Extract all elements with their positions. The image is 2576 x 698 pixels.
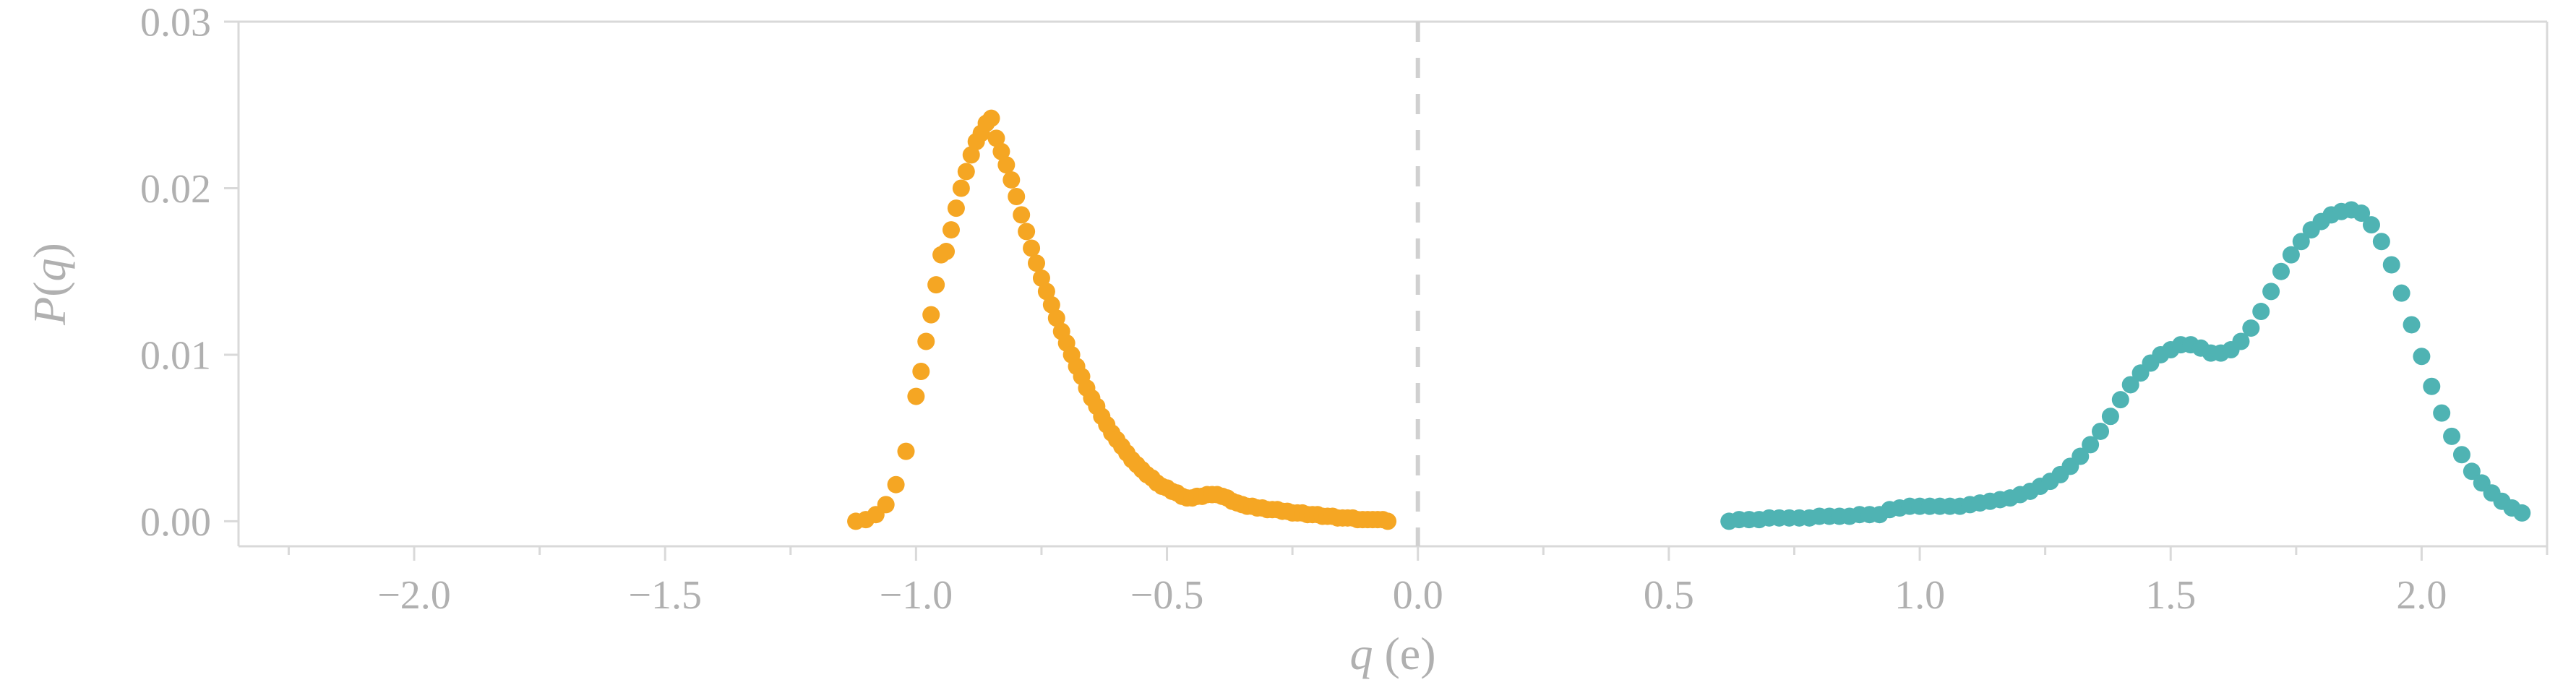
data-point <box>1379 512 1396 530</box>
x-tick-label: 2.0 <box>2396 573 2447 618</box>
x-axis-label: q (e) <box>1349 628 1435 679</box>
data-point <box>948 199 965 217</box>
data-point <box>1008 188 1025 205</box>
data-point <box>2373 233 2390 250</box>
data-point <box>2423 378 2440 395</box>
data-point <box>2413 348 2430 365</box>
data-point <box>1028 254 1045 272</box>
data-point <box>2433 405 2450 422</box>
data-point <box>2453 446 2470 463</box>
y-tick-label: 0.00 <box>140 500 211 545</box>
data-point <box>937 243 955 260</box>
y-tick-label: 0.01 <box>140 334 211 379</box>
data-point <box>2272 263 2290 280</box>
y-tick-label: 0.03 <box>140 1 211 46</box>
data-point <box>2403 316 2421 333</box>
series-orange <box>847 110 1396 530</box>
data-point <box>1003 171 1020 189</box>
data-point <box>927 276 945 293</box>
data-point <box>2262 283 2280 300</box>
data-point <box>912 363 929 380</box>
data-point <box>2092 423 2109 440</box>
data-point <box>983 110 1000 127</box>
y-axis-label: P(q) <box>24 243 75 326</box>
x-tick-label: −0.5 <box>1130 573 1204 618</box>
data-point <box>2102 408 2119 425</box>
data-point <box>2242 319 2259 337</box>
x-tick-label: 0.5 <box>1644 573 1694 618</box>
data-point <box>997 156 1015 173</box>
data-point <box>2443 428 2460 445</box>
data-point <box>922 306 940 324</box>
data-point <box>2252 303 2270 320</box>
data-point <box>1018 223 1035 240</box>
x-tick-label: −2.0 <box>377 573 451 618</box>
data-point <box>2513 504 2530 522</box>
data-point <box>2363 216 2380 233</box>
y-tick-label: 0.02 <box>140 167 211 212</box>
data-point <box>897 443 914 460</box>
data-point <box>953 179 970 197</box>
data-point <box>888 476 905 494</box>
data-point <box>917 333 935 350</box>
data-point <box>2112 391 2129 408</box>
x-tick-label: 1.5 <box>2145 573 2196 618</box>
x-tick-label: 0.0 <box>1393 573 1443 618</box>
data-point <box>2383 256 2400 273</box>
chart-container: −2.0 −1.5 −1.0 −0.5 0.0 0.5 1.0 1.5 2.0 0.00 0.01 0… <box>0 0 2576 698</box>
x-tick-label: −1.0 <box>880 573 953 618</box>
data-point <box>1013 206 1030 223</box>
data-point <box>907 388 924 405</box>
data-point <box>943 221 960 238</box>
scatter-chart: −2.0 −1.5 −1.0 −0.5 0.0 0.5 1.0 1.5 2.0 0.00 0.01 0… <box>0 0 2576 698</box>
data-point <box>2393 285 2410 302</box>
x-tick-label: −1.5 <box>628 573 702 618</box>
data-point <box>877 496 895 513</box>
data-point <box>958 163 975 180</box>
data-point <box>1023 239 1040 257</box>
series-teal <box>1720 201 2530 530</box>
x-tick-label: 1.0 <box>1894 573 1945 618</box>
